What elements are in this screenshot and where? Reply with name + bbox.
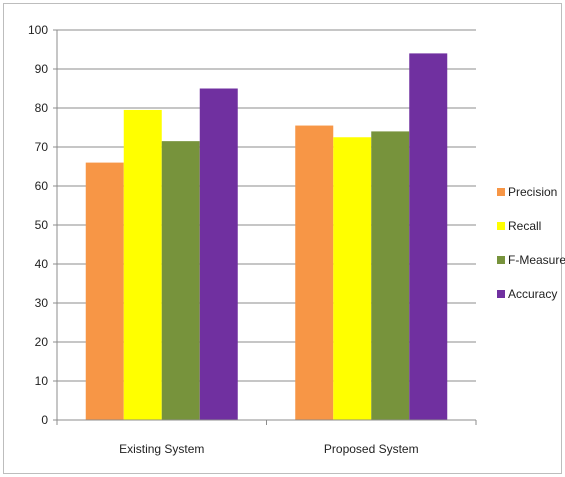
y-tick-label: 0 xyxy=(41,413,48,427)
legend-swatch-accuracy xyxy=(497,290,505,298)
legend-swatch-precision xyxy=(497,188,505,196)
bar-recall-proposed xyxy=(333,137,372,420)
bar-recall-existing xyxy=(123,109,162,420)
bar-precision-existing xyxy=(85,162,124,420)
legend-label: Precision xyxy=(508,185,557,199)
x-tick-label: Proposed System xyxy=(324,442,419,456)
x-tick-labels: Existing System Proposed System xyxy=(119,442,419,456)
legend: Precision Recall F-Measure Accuracy xyxy=(497,185,565,301)
y-tick-label: 10 xyxy=(35,374,49,388)
legend-label: Recall xyxy=(508,219,541,233)
y-tick-label: 20 xyxy=(35,335,49,349)
y-tick-labels: 0 10 20 30 40 50 60 70 80 90 100 xyxy=(28,23,48,427)
legend-swatch-f-measure xyxy=(497,256,505,264)
axes xyxy=(53,29,477,425)
bar-f-measure-existing xyxy=(161,141,200,420)
y-tick-label: 90 xyxy=(35,62,49,76)
y-tick-label: 60 xyxy=(35,179,49,193)
y-tick-label: 40 xyxy=(35,257,49,271)
y-tick-label: 30 xyxy=(35,296,49,310)
y-tick-label: 100 xyxy=(28,23,48,37)
x-tick-label: Existing System xyxy=(119,442,204,456)
bar-accuracy-proposed xyxy=(409,53,448,421)
legend-label: Accuracy xyxy=(508,287,557,301)
legend-swatch-recall xyxy=(497,222,505,230)
y-tick-label: 80 xyxy=(35,101,49,115)
bar-accuracy-existing xyxy=(199,88,238,420)
bar-precision-proposed xyxy=(295,125,334,421)
y-tick-label: 50 xyxy=(35,218,49,232)
bars xyxy=(85,53,448,421)
bar-f-measure-proposed xyxy=(371,131,410,420)
y-tick-label: 70 xyxy=(35,140,49,154)
legend-label: F-Measure xyxy=(508,253,565,267)
